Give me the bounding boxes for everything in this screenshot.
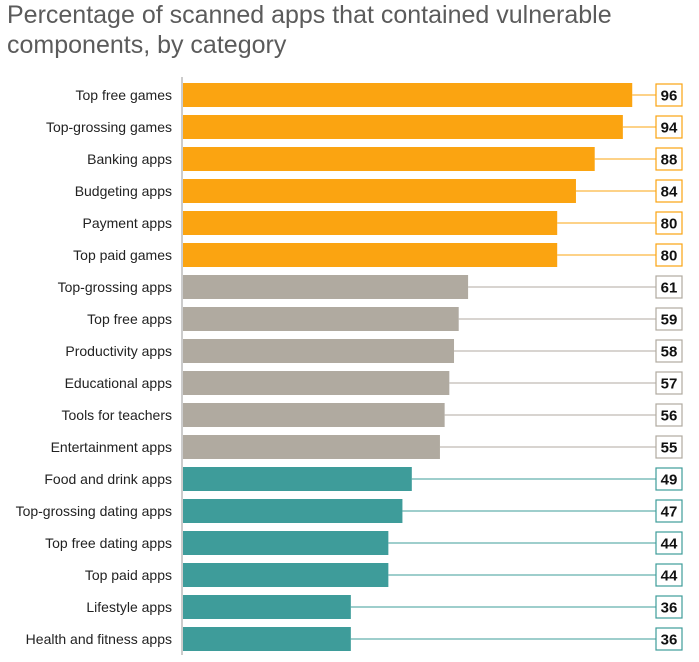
data-label: 44: [661, 536, 678, 553]
data-label: 88: [661, 152, 678, 169]
value-box: [655, 627, 683, 651]
bar: [183, 467, 412, 491]
data-label: 36: [661, 600, 678, 617]
bar: [183, 563, 389, 587]
category-label: Top free dating apps: [45, 535, 172, 551]
bar: [183, 211, 558, 235]
category-label: Entertainment apps: [51, 439, 172, 455]
data-label: 47: [661, 504, 678, 521]
category-label: Health and fitness apps: [26, 631, 172, 647]
category-label: Tools for teachers: [62, 407, 173, 423]
category-label: Top free apps: [87, 311, 172, 327]
category-label: Top paid games: [73, 247, 172, 263]
bar: [183, 243, 558, 267]
category-label: Lifestyle apps: [86, 599, 172, 615]
data-label: 84: [661, 184, 678, 201]
bar: [183, 371, 450, 395]
data-label: 61: [661, 280, 678, 297]
data-label: 36: [661, 632, 678, 649]
data-label: 57: [661, 376, 678, 393]
value-box: [655, 531, 683, 555]
bar: [183, 435, 440, 459]
data-label: 80: [661, 248, 678, 265]
bar: [183, 499, 403, 523]
bar: [183, 403, 445, 427]
data-label: 58: [661, 344, 678, 361]
category-label: Top-grossing apps: [58, 279, 172, 295]
value-box: [655, 83, 683, 107]
value-box: [655, 435, 683, 459]
bar: [183, 307, 459, 331]
data-label: 94: [661, 120, 678, 137]
bar: [183, 595, 351, 619]
data-label: 49: [661, 472, 678, 489]
category-label: Top paid apps: [85, 567, 172, 583]
chart-title: Percentage of scanned apps that containe…: [7, 1, 612, 59]
value-box: [655, 275, 683, 299]
value-box: [655, 563, 683, 587]
data-label: 96: [661, 88, 678, 105]
category-label: Educational apps: [65, 375, 172, 391]
bar: [183, 339, 455, 363]
data-label: 44: [661, 568, 678, 585]
bar: [183, 179, 576, 203]
value-box: [655, 147, 683, 171]
value-box: [655, 467, 683, 491]
value-box: [655, 595, 683, 619]
bar: [183, 147, 595, 171]
data-label: 56: [661, 408, 678, 425]
category-label: Top-grossing games: [46, 119, 172, 135]
value-box: [655, 307, 683, 331]
value-box: [655, 243, 683, 267]
bar: [183, 115, 623, 139]
bar: [183, 531, 389, 555]
category-label: Banking apps: [87, 151, 172, 167]
value-box: [655, 339, 683, 363]
category-label: Food and drink apps: [44, 471, 172, 487]
category-label: Payment apps: [83, 215, 173, 231]
bar: [183, 627, 351, 651]
value-box: [655, 403, 683, 427]
category-label: Productivity apps: [65, 343, 172, 359]
category-label: Top-grossing dating apps: [16, 503, 172, 519]
bar: [183, 83, 633, 107]
value-box: [655, 211, 683, 235]
data-label: 59: [661, 312, 678, 329]
bar: [183, 275, 469, 299]
category-label: Top free games: [76, 87, 173, 103]
value-box: [655, 499, 683, 523]
category-label: Budgeting apps: [75, 183, 172, 199]
data-label: 55: [661, 440, 678, 457]
data-label: 80: [661, 216, 678, 233]
value-box: [655, 371, 683, 395]
value-box: [655, 179, 683, 203]
value-box: [655, 115, 683, 139]
